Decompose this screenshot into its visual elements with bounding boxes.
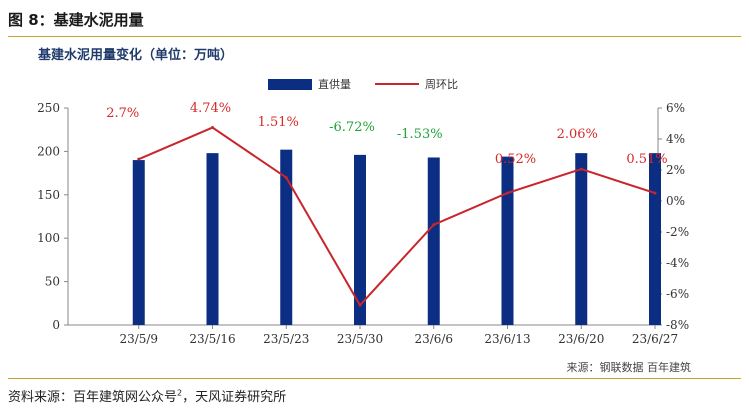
line-point bbox=[211, 126, 214, 130]
line-data-label: -6.72% bbox=[329, 120, 375, 135]
y-right-tick-label: 2% bbox=[666, 163, 685, 177]
x-tick-label: 23/6/20 bbox=[558, 332, 604, 346]
chart-title: 基建水泥用量变化（单位：万吨） bbox=[38, 48, 234, 63]
y-left-tick-label: 50 bbox=[45, 275, 60, 289]
line-point bbox=[653, 191, 657, 195]
line-data-label: 0.51% bbox=[626, 152, 667, 167]
bar bbox=[575, 153, 588, 325]
bar bbox=[354, 154, 366, 325]
y-left-tick-label: 100 bbox=[37, 231, 60, 245]
line-data-label: -1.53% bbox=[397, 127, 443, 142]
bottom-divider bbox=[8, 378, 741, 379]
x-tick-label: 23/6/6 bbox=[414, 332, 453, 346]
bar bbox=[501, 156, 514, 325]
line-data-label: 2.7% bbox=[106, 106, 139, 121]
y-right-tick-label: 6% bbox=[666, 101, 685, 115]
figure-footer: 资料来源：百年建筑网公众号2，天风证券研究所 bbox=[8, 386, 286, 405]
legend-line-label: 周环比 bbox=[425, 78, 458, 91]
chart-source-note: 来源：钢联数据 百年建筑 bbox=[566, 361, 692, 374]
line-point bbox=[137, 157, 141, 161]
y-left-tick-label: 200 bbox=[37, 144, 60, 158]
x-tick-label: 23/6/27 bbox=[632, 332, 678, 346]
line-point bbox=[506, 191, 509, 195]
line-point bbox=[432, 223, 436, 227]
legend-bar-swatch bbox=[268, 78, 312, 90]
x-tick-label: 23/5/23 bbox=[263, 332, 309, 346]
x-tick-label: 23/5/16 bbox=[189, 332, 235, 346]
line-point bbox=[579, 167, 583, 171]
x-tick-label: 23/6/13 bbox=[484, 332, 530, 346]
figure-title: 图 8：基建水泥用量 bbox=[8, 11, 144, 29]
footer-superscript: 2 bbox=[177, 388, 183, 398]
line-data-label: 1.51% bbox=[258, 115, 299, 130]
footer-text: 资料来源：百年建筑网公众号 bbox=[8, 390, 178, 405]
y-left-tick-label: 150 bbox=[37, 188, 60, 202]
chart-legend: 直供量 周环比 bbox=[268, 76, 458, 92]
footer-text-after: ，天风证券研究所 bbox=[182, 390, 287, 405]
line-data-label: 2.06% bbox=[557, 127, 598, 142]
top-divider bbox=[8, 36, 741, 37]
bar bbox=[649, 153, 661, 325]
y-right-tick-label: -4% bbox=[666, 256, 689, 270]
y-right-tick-label: -6% bbox=[666, 287, 689, 301]
line-point bbox=[284, 176, 288, 180]
y-left-tick-label: 0 bbox=[52, 318, 60, 332]
legend-line-swatch bbox=[375, 83, 419, 85]
line-series bbox=[138, 126, 656, 307]
y-right-tick-label: 4% bbox=[666, 132, 685, 146]
y-right-tick-label: 0% bbox=[666, 194, 685, 208]
y-right-tick-label: -2% bbox=[666, 225, 689, 239]
bar bbox=[280, 149, 293, 325]
line-data-label: 0.52% bbox=[495, 152, 536, 167]
legend-bar-label: 直供量 bbox=[318, 78, 351, 91]
y-left-tick-label: 250 bbox=[37, 101, 60, 115]
x-tick-label: 23/5/30 bbox=[337, 332, 383, 346]
bar bbox=[427, 157, 440, 325]
line-point bbox=[358, 303, 362, 307]
line-data-label: 4.74% bbox=[190, 101, 231, 116]
y-right-tick-label: -8% bbox=[666, 318, 689, 332]
x-tick-label: 23/5/9 bbox=[119, 332, 158, 346]
bar bbox=[206, 153, 219, 325]
bar bbox=[132, 160, 145, 325]
